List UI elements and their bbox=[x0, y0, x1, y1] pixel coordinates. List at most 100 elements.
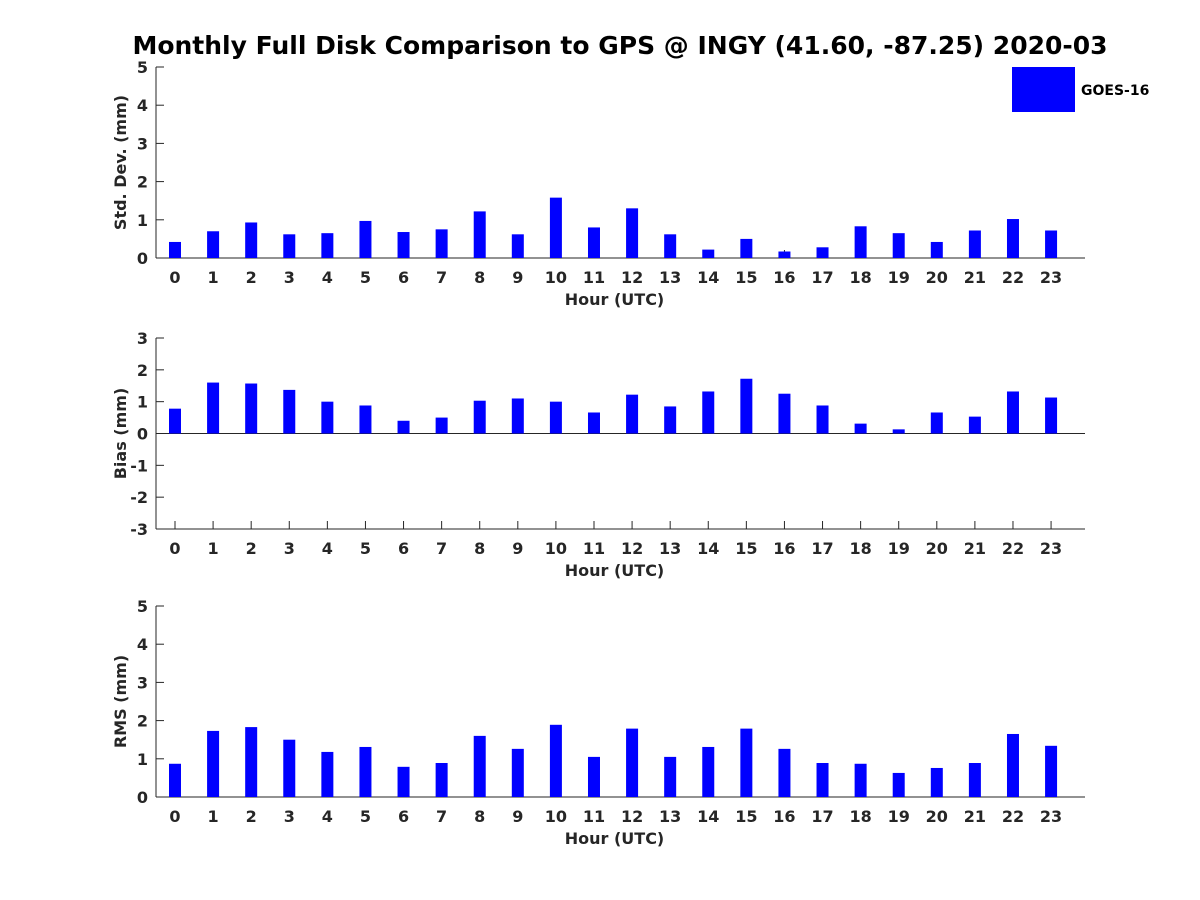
std-dev-x-tick-label: 8 bbox=[474, 268, 485, 287]
rms-x-tick-label: 0 bbox=[169, 807, 180, 826]
std-dev-bar-7 bbox=[435, 229, 448, 258]
std-dev-bar-3 bbox=[283, 234, 296, 258]
std-dev-y-tick-label: 2 bbox=[137, 173, 148, 192]
bias-x-tick-label: 20 bbox=[926, 539, 948, 558]
std-dev-bar-23 bbox=[1045, 230, 1058, 258]
rms-bar-1 bbox=[207, 730, 220, 797]
rms-bar-21 bbox=[968, 763, 981, 797]
std-dev-x-tick-label: 3 bbox=[284, 268, 295, 287]
rms-bar-22 bbox=[1006, 733, 1019, 797]
legend: GOES-16 bbox=[1012, 67, 1149, 112]
std-dev-y-tick-label: 3 bbox=[137, 134, 148, 153]
rms-y-tick-label: 1 bbox=[137, 750, 148, 769]
bias-x-tick-label: 5 bbox=[360, 539, 371, 558]
bias-x-tick-label: 16 bbox=[773, 539, 795, 558]
rms-x-tick-label: 3 bbox=[284, 807, 295, 826]
std-dev-bar-17 bbox=[816, 247, 829, 258]
rms-bar-7 bbox=[435, 763, 448, 797]
rms-x-tick-label: 18 bbox=[849, 807, 871, 826]
bias-bar-8 bbox=[473, 400, 486, 434]
rms-bar-17 bbox=[816, 763, 829, 797]
rms-x-tick-label: 23 bbox=[1040, 807, 1062, 826]
rms-x-tick-label: 1 bbox=[208, 807, 219, 826]
rms-bar-2 bbox=[245, 727, 258, 797]
std-dev-x-tick-label: 17 bbox=[811, 268, 833, 287]
std-dev-bar-16 bbox=[778, 251, 791, 258]
rms-x-tick-label: 21 bbox=[964, 807, 986, 826]
std-dev-x-tick-label: 12 bbox=[621, 268, 643, 287]
std-dev-x-tick-label: 5 bbox=[360, 268, 371, 287]
rms-y-axis-label: RMS (mm) bbox=[111, 655, 130, 748]
bias-x-tick-label: 11 bbox=[583, 539, 605, 558]
rms-x-tick-label: 6 bbox=[398, 807, 409, 826]
bias-x-tick-label: 23 bbox=[1040, 539, 1062, 558]
bias-x-tick-label: 17 bbox=[811, 539, 833, 558]
rms-bar-18 bbox=[854, 763, 867, 797]
rms-bar-16 bbox=[778, 748, 791, 797]
bias-bar-1 bbox=[207, 382, 220, 434]
bias-bar-10 bbox=[549, 401, 562, 434]
std-dev-bar-0 bbox=[169, 241, 181, 258]
rms-x-tick-label: 14 bbox=[697, 807, 719, 826]
legend-label-goes-16: GOES-16 bbox=[1081, 83, 1149, 99]
std-dev-x-tick-label: 13 bbox=[659, 268, 681, 287]
std-dev-bar-11 bbox=[587, 227, 600, 258]
std-dev-bar-18 bbox=[854, 226, 867, 258]
bias-bar-22 bbox=[1006, 391, 1019, 434]
std-dev-bar-15 bbox=[740, 238, 753, 258]
std-dev-x-tick-label: 19 bbox=[888, 268, 910, 287]
rms-x-tick-label: 10 bbox=[545, 807, 567, 826]
std-dev-bar-9 bbox=[511, 234, 524, 258]
bias-bar-21 bbox=[968, 416, 981, 434]
rms-x-tick-label: 7 bbox=[436, 807, 447, 826]
bias-x-tick-label: 1 bbox=[208, 539, 219, 558]
rms-y-tick-label: 2 bbox=[137, 712, 148, 731]
std-dev-x-tick-label: 6 bbox=[398, 268, 409, 287]
std-dev-bar-4 bbox=[321, 233, 334, 258]
std-dev-x-tick-label: 20 bbox=[926, 268, 948, 287]
bias-bar-19 bbox=[892, 429, 905, 434]
rms-x-tick-label: 15 bbox=[735, 807, 757, 826]
bias-bar-14 bbox=[702, 391, 715, 434]
std-dev-x-tick-label: 9 bbox=[512, 268, 523, 287]
rms-x-tick-label: 19 bbox=[888, 807, 910, 826]
std-dev-bar-22 bbox=[1006, 219, 1019, 258]
rms-bar-14 bbox=[702, 746, 715, 797]
std-dev-x-tick-label: 22 bbox=[1002, 268, 1024, 287]
rms-x-tick-label: 5 bbox=[360, 807, 371, 826]
bias-bar-6 bbox=[397, 420, 410, 434]
bias-x-tick-label: 15 bbox=[735, 539, 757, 558]
std-dev-x-tick-label: 10 bbox=[545, 268, 567, 287]
rms-x-tick-label: 16 bbox=[773, 807, 795, 826]
bias-bar-12 bbox=[626, 394, 639, 434]
std-dev-bar-13 bbox=[664, 234, 677, 258]
bias-x-tick-label: 13 bbox=[659, 539, 681, 558]
bias-bar-18 bbox=[854, 423, 867, 434]
std-dev-bar-21 bbox=[968, 230, 981, 258]
bias-bar-11 bbox=[587, 412, 600, 434]
std-dev-x-tick-label: 2 bbox=[246, 268, 257, 287]
bias-x-tick-label: 3 bbox=[284, 539, 295, 558]
std-dev-bar-6 bbox=[397, 232, 410, 258]
rms-x-tick-label: 17 bbox=[811, 807, 833, 826]
std-dev-bar-2 bbox=[245, 222, 258, 258]
bias-x-tick-label: 19 bbox=[888, 539, 910, 558]
std-dev-bar-14 bbox=[702, 249, 715, 258]
bias-y-tick-label: -1 bbox=[130, 456, 148, 475]
bias-bar-17 bbox=[816, 405, 829, 434]
rms-y-tick-label: 5 bbox=[137, 597, 148, 616]
bias-x-tick-label: 4 bbox=[322, 539, 333, 558]
rms-y-tick-label: 3 bbox=[137, 673, 148, 692]
std-dev-y-tick-label: 1 bbox=[137, 211, 148, 230]
std-dev-x-tick-label: 11 bbox=[583, 268, 605, 287]
bias-x-tick-label: 21 bbox=[964, 539, 986, 558]
bias-x-tick-label: 14 bbox=[697, 539, 719, 558]
std-dev-y-axis-label: Std. Dev. (mm) bbox=[111, 95, 130, 230]
std-dev-x-tick-label: 16 bbox=[773, 268, 795, 287]
rms-x-tick-label: 13 bbox=[659, 807, 681, 826]
bias-x-tick-label: 22 bbox=[1002, 539, 1024, 558]
bias-y-tick-label: -3 bbox=[130, 520, 148, 539]
bias-x-tick-label: 8 bbox=[474, 539, 485, 558]
